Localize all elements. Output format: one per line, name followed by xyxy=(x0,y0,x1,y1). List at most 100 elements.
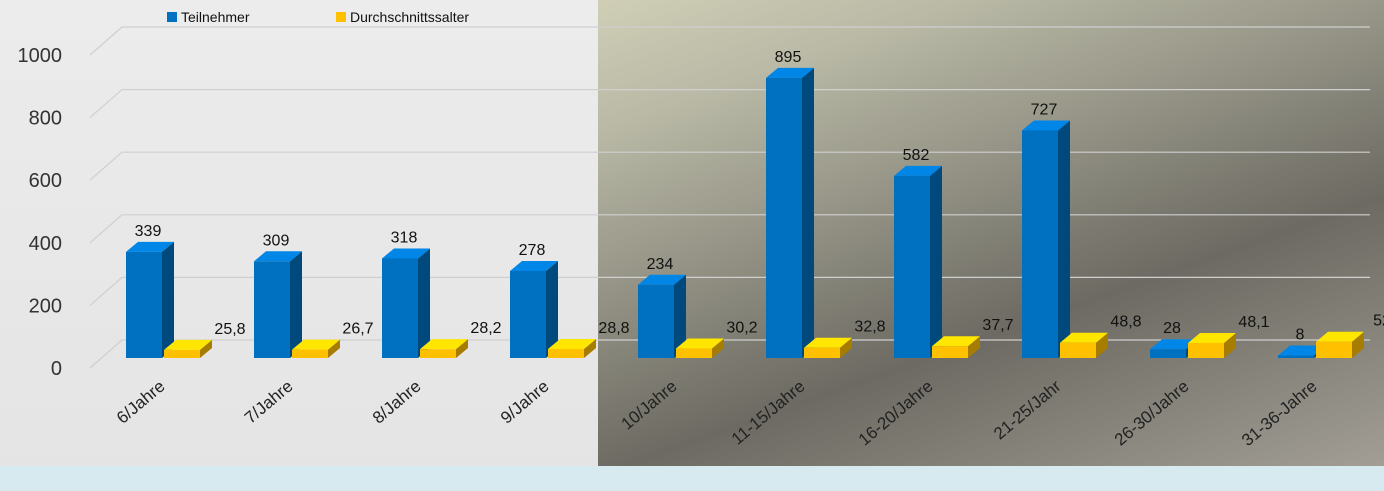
bar-side xyxy=(584,338,596,358)
grid-line xyxy=(89,214,1370,244)
y-tick-label: 1000 xyxy=(18,45,63,67)
value-label: 895 xyxy=(775,49,802,66)
bar-front xyxy=(894,175,930,358)
value-label: 37,7 xyxy=(982,317,1013,334)
bar-top xyxy=(164,339,212,350)
bar-front xyxy=(1022,130,1058,358)
legend-swatch xyxy=(336,12,346,22)
bar-side xyxy=(930,165,942,358)
y-tick-label: 800 xyxy=(29,108,62,130)
bar-top xyxy=(804,337,852,348)
value-label: 48,8 xyxy=(1110,314,1141,331)
value-label: 727 xyxy=(1031,101,1058,118)
bar-top xyxy=(1316,331,1364,342)
value-label: 234 xyxy=(647,256,674,273)
bar xyxy=(1316,331,1364,358)
bar-front xyxy=(548,348,584,358)
bar-front xyxy=(932,346,968,358)
bar-side xyxy=(290,251,302,358)
bar xyxy=(420,339,468,358)
bar-top xyxy=(548,338,596,349)
value-label: 28,2 xyxy=(470,320,501,337)
bar xyxy=(638,274,686,358)
bar-top xyxy=(382,248,430,259)
bar-top xyxy=(766,67,814,78)
bar-front xyxy=(804,347,840,358)
bar xyxy=(548,338,596,358)
bar-front xyxy=(126,251,162,358)
bar-side xyxy=(456,339,468,358)
bar-top xyxy=(676,338,724,349)
bar-top xyxy=(1022,120,1070,131)
bar xyxy=(254,251,302,358)
bar-side xyxy=(1224,332,1236,358)
bar-top xyxy=(292,339,340,350)
bar-side xyxy=(968,336,980,358)
bar-front xyxy=(766,77,802,359)
bar-top xyxy=(126,241,174,252)
value-label: 26,7 xyxy=(342,321,373,338)
value-label: 48,1 xyxy=(1238,314,1269,331)
bar-top xyxy=(1060,332,1108,343)
bar-front xyxy=(292,349,328,358)
y-tick-label: 600 xyxy=(29,170,62,192)
value-label: 32,8 xyxy=(854,319,885,336)
bar-side xyxy=(1352,331,1364,358)
bar-top xyxy=(254,251,302,262)
bar xyxy=(164,339,212,358)
bar-top xyxy=(894,165,942,176)
bar xyxy=(676,338,724,358)
bar xyxy=(804,337,852,358)
bar-side xyxy=(802,67,814,359)
bar-front xyxy=(1150,349,1186,358)
bar-front xyxy=(1278,355,1314,358)
legend-label: Durchschnittssalter xyxy=(350,9,469,25)
value-label: 30,2 xyxy=(726,320,757,337)
value-label: 278 xyxy=(519,242,546,259)
bar-front xyxy=(638,284,674,358)
grid-line xyxy=(89,88,1370,119)
bar-front xyxy=(164,349,200,358)
bar-top xyxy=(1278,345,1326,356)
value-label: 52 xyxy=(1373,313,1384,330)
value-label: 25,8 xyxy=(214,321,245,338)
bar-side xyxy=(328,339,340,358)
bar xyxy=(510,260,558,358)
bar-front xyxy=(1188,342,1224,358)
y-tick-label: 400 xyxy=(29,233,62,255)
bar xyxy=(292,339,340,358)
bar xyxy=(126,241,174,358)
bar-top xyxy=(932,336,980,347)
bar-top xyxy=(1188,332,1236,343)
bar-side xyxy=(200,339,212,358)
bar-front xyxy=(510,270,546,358)
bar-front xyxy=(1316,341,1352,358)
value-label: 28 xyxy=(1163,320,1181,337)
legend-label: Teilnehmer xyxy=(181,9,250,25)
value-label: 8 xyxy=(1296,326,1305,343)
grid-line xyxy=(89,151,1370,181)
bar-top xyxy=(1150,339,1198,350)
bar-side xyxy=(418,248,430,358)
bar-side xyxy=(1096,332,1108,358)
legend-swatch xyxy=(167,12,177,22)
value-label: 339 xyxy=(135,223,162,240)
bar-front xyxy=(382,258,418,358)
bar-side xyxy=(840,337,852,358)
bar-side xyxy=(674,274,686,358)
bar-top xyxy=(420,339,468,350)
bar xyxy=(894,165,942,358)
grid-line xyxy=(89,26,1370,56)
bottom-strip xyxy=(0,466,1384,491)
value-label: 318 xyxy=(391,229,418,246)
background-panel xyxy=(0,0,598,491)
bar-side xyxy=(712,338,724,358)
bar-front xyxy=(676,348,712,358)
bar-top xyxy=(510,260,558,271)
y-tick-label: 0 xyxy=(51,358,62,380)
value-label: 309 xyxy=(263,232,290,249)
bar-side xyxy=(162,241,174,358)
bar xyxy=(1060,332,1108,358)
